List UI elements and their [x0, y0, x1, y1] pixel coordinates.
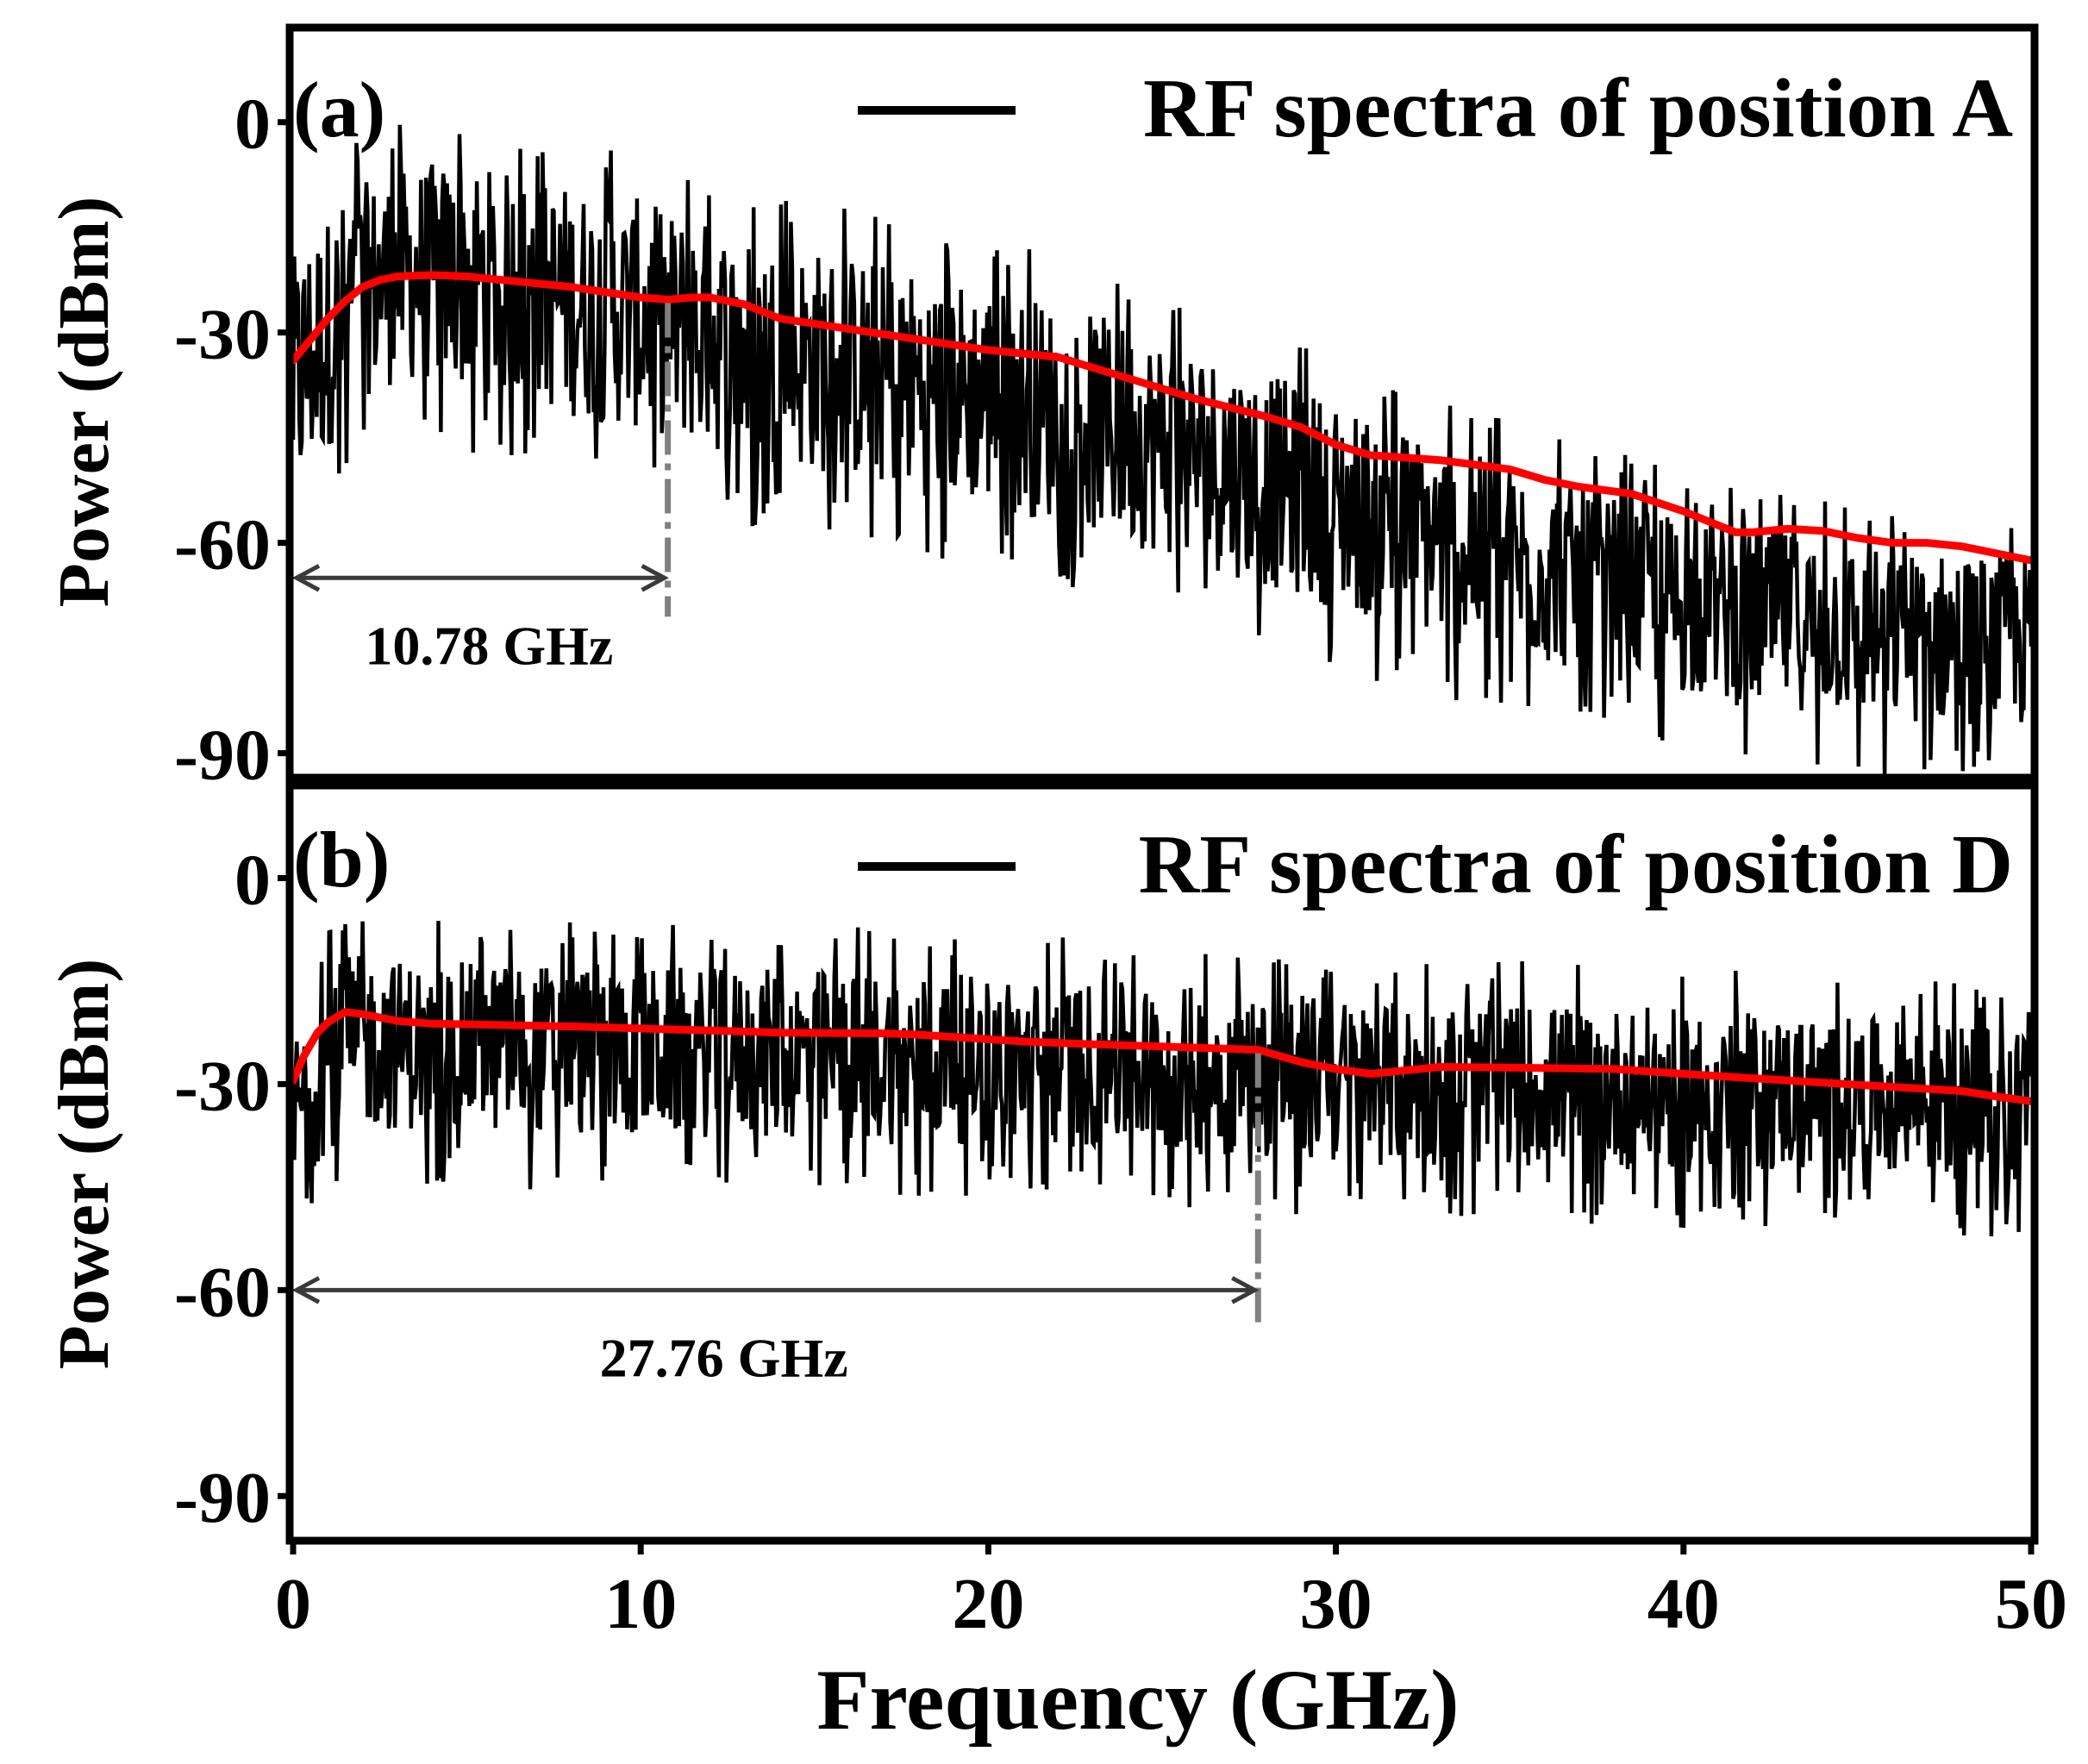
y-axis-a: 0 -30 -60 -90	[174, 84, 291, 796]
legend-text-a: RF spectra of position A	[1143, 62, 2013, 155]
bandwidth-label-a: 10.78 GHz	[365, 615, 613, 676]
xtick-label: 20	[952, 1564, 1024, 1644]
xtick-label: 50	[1995, 1564, 2067, 1644]
y-axis-b: 0 -30 -60 -90	[174, 841, 291, 1538]
ytick-label-a: -90	[174, 716, 271, 796]
smoothed-trend-b	[290, 1008, 2035, 1105]
panel-a-frame	[285, 23, 2039, 782]
legend-b: RF spectra of position D	[858, 818, 2013, 911]
smoothed-trend-a	[290, 271, 2035, 565]
panel-a: 10.78 GHz 0 -30 -60 -90 (a) RF spectra of p…	[44, 23, 2039, 796]
ytick-label-b: 0	[234, 841, 271, 921]
raw-spectrum-b	[291, 921, 2034, 1237]
xtick-label: 0	[275, 1564, 311, 1644]
bandwidth-arrow-a	[291, 564, 669, 592]
panel-label-a: (a)	[293, 66, 385, 153]
ytick-label-b: -60	[174, 1252, 271, 1332]
xtick-label: 30	[1300, 1564, 1372, 1644]
ytick-label-b: -90	[174, 1458, 271, 1538]
raw-spectrum-trace-b	[291, 921, 2034, 1237]
ylabel-a: Power (dBm)	[44, 197, 124, 608]
panel-b-frame	[285, 781, 2039, 1545]
xtick-label: 40	[1647, 1564, 1720, 1644]
bandwidth-label-b: 27.76 GHz	[600, 1327, 848, 1388]
xtick-label: 10	[604, 1564, 677, 1644]
bandwidth-arrow-b	[291, 1276, 1260, 1304]
ytick-label-b: -30	[174, 1046, 271, 1126]
legend-text-b: RF spectra of position D	[1139, 818, 2013, 911]
raw-spectrum-trace-a	[291, 124, 2034, 776]
legend-a: RF spectra of position A	[858, 62, 2013, 155]
ytick-label-a: -30	[174, 295, 271, 375]
x-axis: 0 10 20 30 40 50	[275, 1541, 2067, 1644]
ytick-label-a: 0	[234, 84, 271, 165]
ytick-label-a: -60	[174, 505, 271, 585]
panel-b: 27.76 GHz 0 -30 -60 -90 (b) RF spectra of p…	[44, 781, 2039, 1545]
ylabel-b: Power (dBm)	[44, 959, 124, 1370]
x-axis-title: Frequency (GHz)	[816, 1652, 1459, 1748]
panel-label-b: (b)	[293, 816, 390, 904]
raw-spectrum-a	[291, 124, 2034, 776]
